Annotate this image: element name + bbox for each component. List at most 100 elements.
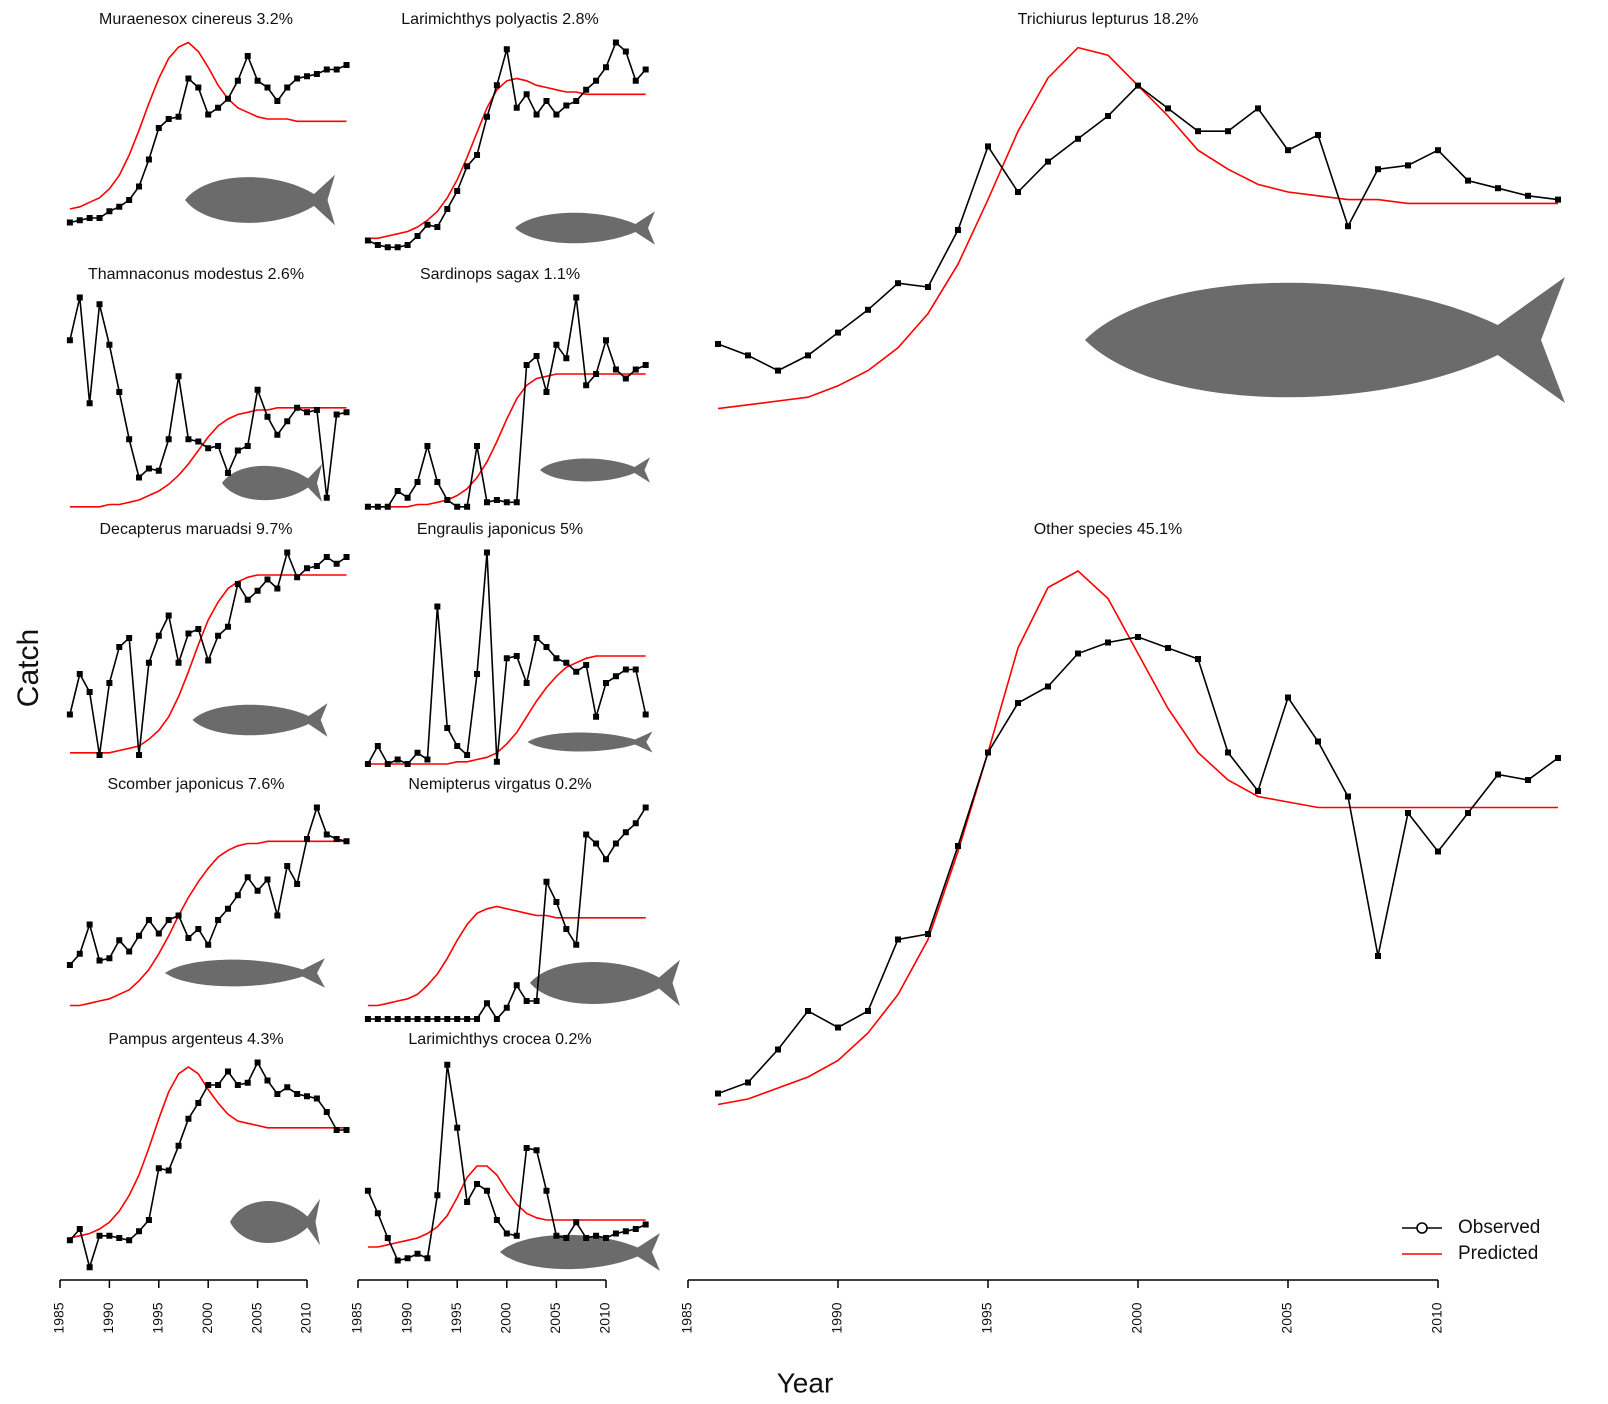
- observed-point: [573, 295, 579, 301]
- fish-silhouette: [222, 464, 322, 502]
- observed-point: [67, 1237, 73, 1243]
- observed-point: [454, 1125, 460, 1131]
- observed-point: [1555, 197, 1561, 203]
- observed-point: [1195, 656, 1201, 662]
- observed-point: [805, 1008, 811, 1014]
- observed-point: [593, 714, 599, 720]
- observed-point: [534, 998, 540, 1004]
- observed-point: [1105, 640, 1111, 646]
- observed-point: [583, 832, 589, 838]
- observed-point: [324, 554, 330, 560]
- observed-point: [264, 85, 270, 91]
- observed-point: [106, 208, 112, 214]
- fish-silhouette: [528, 732, 653, 753]
- observed-point: [304, 409, 310, 415]
- panel-title: Scomber japonicus 7.6%: [108, 776, 285, 793]
- observed-point: [583, 1235, 589, 1241]
- observed-point: [494, 497, 500, 503]
- observed-point: [484, 114, 490, 120]
- observed-point: [1315, 739, 1321, 745]
- observed-point: [176, 913, 182, 919]
- observed-point: [324, 67, 330, 73]
- observed-point: [77, 1226, 83, 1232]
- observed-point: [87, 922, 93, 928]
- observed-point: [116, 389, 122, 395]
- observed-point: [195, 626, 201, 632]
- observed-point: [166, 116, 172, 122]
- observed-point: [334, 67, 340, 73]
- observed-point: [464, 504, 470, 510]
- observed-point: [176, 1143, 182, 1149]
- observed-point: [1045, 159, 1051, 165]
- observed-point: [514, 982, 520, 988]
- observed-point: [185, 631, 191, 637]
- observed-point: [895, 280, 901, 286]
- observed-point: [215, 105, 221, 111]
- observed-point: [77, 295, 83, 301]
- observed-point: [464, 1016, 470, 1022]
- fish-silhouette: [185, 175, 335, 225]
- observed-point: [613, 841, 619, 847]
- legend-label: Predicted: [1458, 1243, 1538, 1264]
- observed-point: [344, 62, 350, 68]
- panel: Larimichthys crocea 0.2%1985199019952000…: [349, 1031, 660, 1333]
- observed-point: [514, 653, 520, 659]
- observed-point: [633, 367, 639, 373]
- observed-point: [573, 669, 579, 675]
- observed-point: [284, 550, 290, 556]
- observed-point: [633, 667, 639, 673]
- observed-point: [166, 1168, 172, 1174]
- observed-point: [424, 443, 430, 449]
- observed-point: [304, 73, 310, 79]
- observed-point: [106, 342, 112, 348]
- observed-point: [395, 488, 401, 494]
- observed-point: [67, 712, 73, 718]
- observed-point: [633, 78, 639, 84]
- figure: Muraenesox cinereus 3.2%Larimichthys pol…: [0, 0, 1608, 1404]
- observed-point: [405, 1255, 411, 1261]
- observed-point: [1525, 777, 1531, 783]
- observed-point: [126, 635, 132, 641]
- panel-title: Larimichthys crocea 0.2%: [408, 1031, 591, 1048]
- observed-point: [643, 362, 649, 368]
- observed-point: [274, 98, 280, 104]
- observed-point: [925, 284, 931, 290]
- observed-point: [77, 671, 83, 677]
- fish-silhouette: [193, 703, 328, 737]
- observed-point: [344, 838, 350, 844]
- observed-point: [1255, 788, 1261, 794]
- observed-point: [563, 355, 569, 361]
- observed-point: [534, 635, 540, 641]
- observed-point: [1465, 178, 1471, 184]
- observed-point: [106, 1233, 112, 1239]
- observed-point: [1285, 695, 1291, 701]
- observed-point: [1075, 136, 1081, 142]
- observed-point: [365, 238, 371, 244]
- observed-point: [205, 445, 211, 451]
- observed-point: [504, 1005, 510, 1011]
- observed-point: [255, 888, 261, 894]
- observed-point: [225, 906, 231, 912]
- observed-point: [116, 1235, 122, 1241]
- observed-point: [1285, 147, 1291, 153]
- observed-point: [77, 217, 83, 223]
- panel-title: Pampus argenteus 4.3%: [108, 1031, 283, 1048]
- observed-point: [1465, 810, 1471, 816]
- fish-silhouette: [540, 457, 650, 482]
- x-tick-label: 2005: [248, 1302, 264, 1333]
- observed-point: [67, 220, 73, 226]
- x-tick-label: 2005: [547, 1302, 563, 1333]
- series-line: [70, 1067, 347, 1238]
- observed-point: [405, 761, 411, 767]
- observed-point: [146, 917, 152, 923]
- observed-point: [593, 371, 599, 377]
- observed-point: [1225, 128, 1231, 134]
- observed-point: [166, 917, 172, 923]
- observed-point: [504, 46, 510, 52]
- observed-point: [583, 662, 589, 668]
- observed-point: [454, 188, 460, 194]
- observed-point: [464, 752, 470, 758]
- panel-title: Nemipterus virgatus 0.2%: [408, 776, 591, 793]
- observed-point: [185, 436, 191, 442]
- observed-point: [1345, 223, 1351, 229]
